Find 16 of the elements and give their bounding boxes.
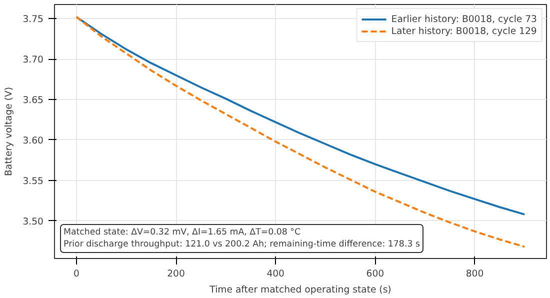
y-tick-label: 3.75 xyxy=(22,14,44,26)
x-tick-label: 0 xyxy=(73,268,80,280)
y-tick-label: 3.65 xyxy=(22,94,44,106)
x-axis-title: Time after matched operating state (s) xyxy=(208,284,392,296)
legend-label: Earlier history: B0018, cycle 73 xyxy=(391,13,537,25)
y-tick-label: 3.60 xyxy=(22,135,44,146)
x-tick-label: 600 xyxy=(366,268,384,280)
x-tick-label: 400 xyxy=(266,268,285,280)
legend-label: Later history: B0018, cycle 129 xyxy=(391,25,537,37)
y-tick-label: 3.70 xyxy=(22,54,44,66)
y-axis-title: Battery voltage (V) xyxy=(4,87,15,176)
x-tick-label: 800 xyxy=(466,268,484,280)
y-tick-label: 3.55 xyxy=(22,176,44,187)
annotation: Matched state: ΔV=0.32 mV, ΔI=1.65 mA, ΔT=0.08 °C Prior discharge throughput: 121.0 vs 200.2 Ah; remaining-time difference: 178.3 s xyxy=(64,228,420,250)
x-tick-label: 200 xyxy=(167,268,185,280)
y-tick-label: 3.50 xyxy=(22,216,44,228)
